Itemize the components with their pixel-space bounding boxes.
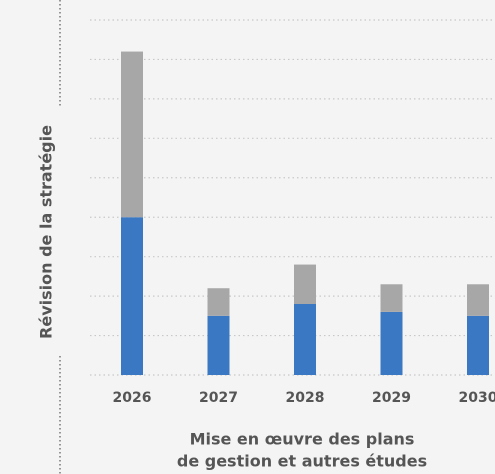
bar-segment	[121, 217, 143, 375]
bar-segment	[294, 304, 316, 375]
x-tick-label: 2030	[459, 390, 495, 406]
bar-segment	[207, 315, 230, 375]
bar-segment	[467, 284, 489, 316]
x-tick-label: 2027	[199, 390, 238, 406]
bar-segment	[207, 288, 230, 316]
y-axis-label: Révision de la stratégie	[37, 125, 56, 339]
bar-segment	[467, 315, 489, 375]
bar-segment	[121, 51, 143, 218]
x-axis-label: de gestion et autres études	[177, 452, 427, 471]
x-tick-label: 2029	[372, 390, 411, 406]
bar-segment	[380, 284, 403, 312]
x-axis-label: Mise en œuvre des plans	[190, 430, 415, 449]
x-tick-label: 2028	[286, 390, 325, 406]
bar-segment	[380, 311, 403, 375]
bar-segment	[294, 264, 316, 304]
x-tick-label: 2026	[113, 390, 152, 406]
